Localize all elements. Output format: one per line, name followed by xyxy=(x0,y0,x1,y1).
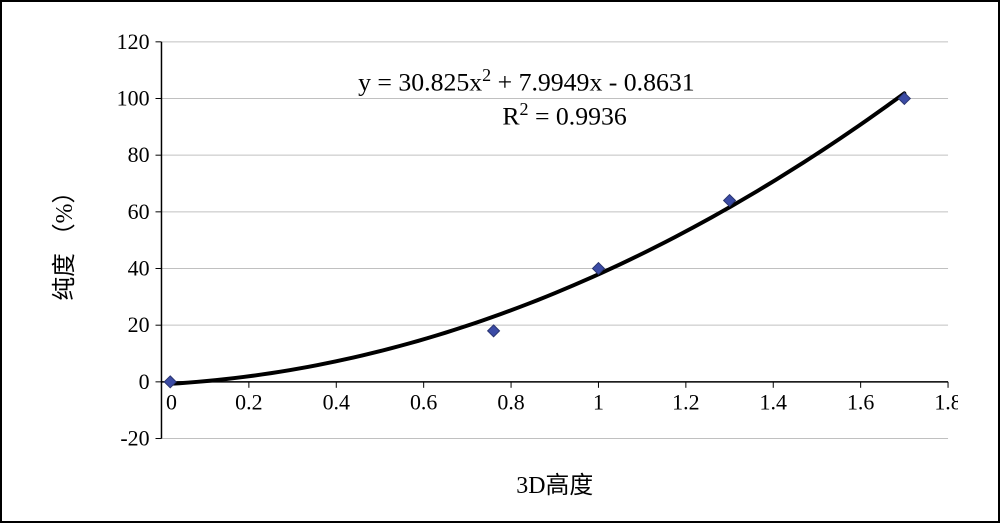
x-tick-label: 0.2 xyxy=(235,391,262,415)
eq-part1: y = 30.825x xyxy=(358,67,482,96)
x-tick-label: 0.8 xyxy=(497,391,524,415)
x-tick-label: 0.6 xyxy=(410,391,437,415)
x-tick-label: 1 xyxy=(593,391,604,415)
x-tick-label: 0 xyxy=(166,391,177,415)
fit-equation-r2: R2 = 0.9936 xyxy=(502,99,626,132)
x-tick-label: 1.8 xyxy=(934,391,958,415)
r2-value: = 0.9936 xyxy=(529,101,627,130)
eq-part2: + 7.9949x - 0.8631 xyxy=(491,67,694,96)
y-tick-label: 120 xyxy=(117,30,150,54)
y-tick-label: 40 xyxy=(128,256,150,280)
y-tick-label: -20 xyxy=(120,427,149,451)
x-tick-label: 1.6 xyxy=(847,391,874,415)
y-tick-label: 60 xyxy=(128,200,150,224)
y-tick-label: 20 xyxy=(128,313,150,337)
y-tick-label: 100 xyxy=(117,86,150,110)
chart-area: 0 0.2 0.4 0.6 0.8 1 1.2 1.4 1.6 1.8 -20 0 20 40 60 80 10… xyxy=(42,22,958,501)
r2-sup: 2 xyxy=(520,99,529,119)
fit-equation-line1: y = 30.825x2 + 7.9949x - 0.8631 xyxy=(358,65,695,98)
chart-container: 0 0.2 0.4 0.6 0.8 1 1.2 1.4 1.6 1.8 -20 0 20 40 60 80 10… xyxy=(0,0,1000,523)
x-axis-label: 3D高度 xyxy=(516,472,593,499)
x-tick-label: 0.4 xyxy=(323,391,350,415)
x-tick-label: 1.2 xyxy=(672,391,699,415)
fit-curve xyxy=(170,93,904,383)
r2-label: R xyxy=(502,101,519,130)
y-tick-label: 80 xyxy=(128,143,150,167)
x-tick-label: 1.4 xyxy=(760,391,787,415)
y-tick-label: 0 xyxy=(139,370,150,394)
data-marker xyxy=(164,376,176,388)
y-axis-label: 纯度 （%） xyxy=(51,180,78,301)
eq-sup2: 2 xyxy=(482,65,491,85)
data-marker xyxy=(488,325,500,337)
